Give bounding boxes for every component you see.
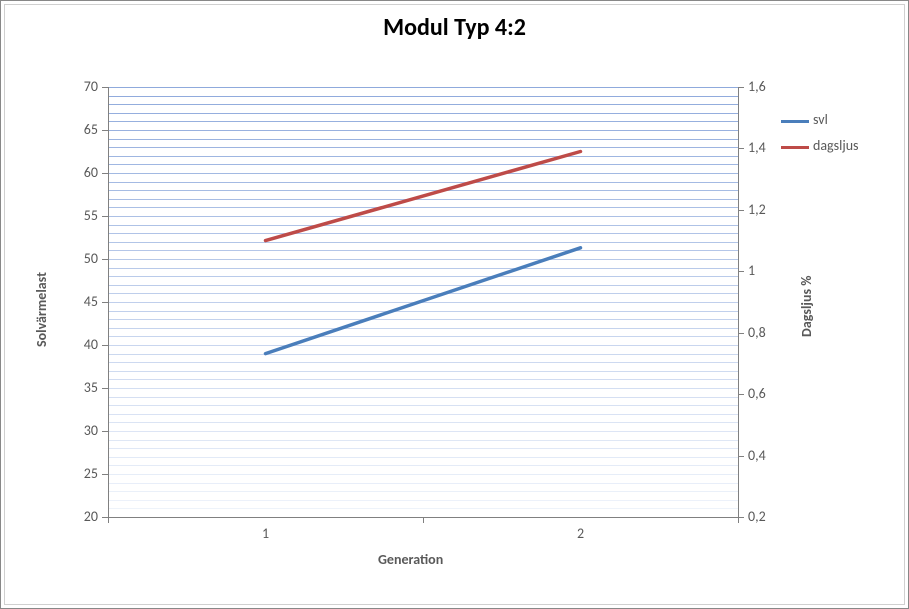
axis-line — [738, 87, 739, 517]
series-svg — [108, 87, 738, 517]
y-right-tick-mark — [738, 148, 744, 149]
y-left-tick-label: 20 — [58, 508, 98, 525]
x-axis-label: Generation — [378, 551, 443, 568]
y-left-tick-mark — [102, 431, 108, 432]
y-left-tick-label: 60 — [58, 164, 98, 181]
y-left-axis-label: Solvärmelast — [33, 272, 50, 347]
x-tick-label: 1 — [246, 525, 286, 542]
legend-swatch — [781, 120, 809, 123]
y-right-tick-label: 1 — [748, 262, 788, 279]
axis-line — [108, 87, 109, 517]
y-left-tick-label: 40 — [58, 336, 98, 353]
legend-label: svl — [813, 111, 828, 128]
y-left-tick-label: 30 — [58, 422, 98, 439]
y-right-tick-label: 1,2 — [748, 201, 788, 218]
y-right-tick-mark — [738, 87, 744, 88]
x-tick-label: 2 — [561, 525, 601, 542]
x-tick-mark — [738, 517, 739, 523]
y-left-tick-mark — [102, 130, 108, 131]
x-tick-mark — [423, 517, 424, 523]
y-right-tick-label: 1,6 — [748, 78, 788, 95]
y-left-tick-label: 35 — [58, 379, 98, 396]
y-left-tick-mark — [102, 87, 108, 88]
y-left-tick-mark — [102, 216, 108, 217]
y-right-tick-label: 0,6 — [748, 385, 788, 402]
y-left-tick-mark — [102, 388, 108, 389]
y-left-tick-label: 65 — [58, 121, 98, 138]
plot-area — [108, 87, 738, 517]
y-left-tick-mark — [102, 173, 108, 174]
y-right-tick-label: 0,4 — [748, 447, 788, 464]
y-left-tick-label: 50 — [58, 250, 98, 267]
y-left-tick-label: 25 — [58, 465, 98, 482]
series-line-dagsljus — [266, 152, 581, 241]
y-left-tick-mark — [102, 345, 108, 346]
chart-outer-border: Modul Typ 4:2 Solvärmelast Dagsljus % Ge… — [0, 0, 909, 609]
y-right-tick-mark — [738, 210, 744, 211]
y-right-tick-mark — [738, 333, 744, 334]
y-left-tick-label: 70 — [58, 78, 98, 95]
y-right-tick-mark — [738, 271, 744, 272]
y-left-tick-mark — [102, 474, 108, 475]
y-left-tick-mark — [102, 259, 108, 260]
chart-title: Modul Typ 4:2 — [1, 13, 908, 42]
y-right-tick-mark — [738, 394, 744, 395]
y-left-tick-label: 55 — [58, 207, 98, 224]
y-left-tick-label: 45 — [58, 293, 98, 310]
y-right-tick-label: 0,8 — [748, 324, 788, 341]
y-left-tick-mark — [102, 302, 108, 303]
y-right-tick-label: 1,4 — [748, 139, 788, 156]
x-tick-mark — [108, 517, 109, 523]
y-right-tick-label: 0,2 — [748, 508, 788, 525]
y-right-axis-label: Dagsljus % — [798, 276, 815, 337]
series-line-svl — [266, 248, 581, 354]
y-right-tick-mark — [738, 456, 744, 457]
legend-label: dagsljus — [813, 137, 859, 154]
